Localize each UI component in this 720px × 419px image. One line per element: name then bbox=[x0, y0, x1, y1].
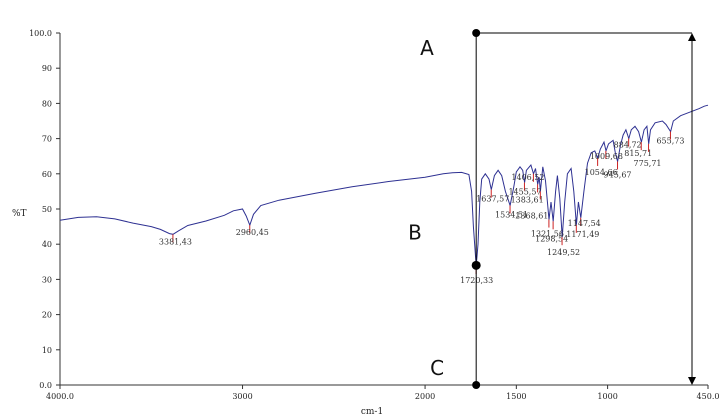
x-tick-label: 1000 bbox=[597, 392, 617, 401]
x-tick-label: 1500 bbox=[506, 392, 526, 401]
peak-label: 1368,61 bbox=[515, 211, 548, 220]
y-tick-label: 20 bbox=[42, 311, 52, 320]
annotation-a: A bbox=[420, 36, 434, 60]
y-tick-label: 60 bbox=[42, 170, 52, 179]
peak-label: 1009,68 bbox=[590, 152, 623, 161]
peak-label: 2960,45 bbox=[236, 228, 269, 237]
y-tick-label: 40 bbox=[42, 240, 52, 249]
peak-label: 1455,57 bbox=[508, 188, 541, 197]
peak-labels: 3381,432960,451720,331637,571534,511455,… bbox=[159, 131, 684, 285]
peak-label: 1406,52 bbox=[511, 173, 544, 182]
peak-label: 1383,61 bbox=[511, 195, 544, 204]
plot-frame bbox=[59, 33, 708, 386]
peak-label: 1171,49 bbox=[566, 230, 599, 239]
annotation-overlay: A B C bbox=[408, 29, 696, 389]
series-layer bbox=[59, 104, 709, 267]
peak-label: 1147,54 bbox=[568, 219, 601, 228]
peak-label: 3381,43 bbox=[159, 237, 192, 246]
peak-label: 945,67 bbox=[604, 170, 632, 179]
point-c-dot bbox=[472, 381, 481, 389]
x-tick-label: 3000 bbox=[232, 392, 252, 401]
range-arrow-head-bottom bbox=[688, 377, 696, 385]
y-tick-label: 30 bbox=[42, 275, 52, 284]
y-tick-label: 100.0 bbox=[29, 29, 52, 38]
y-tick-label: 0.0 bbox=[39, 381, 52, 390]
peak-label: 1054,66 bbox=[585, 168, 618, 177]
peak-label: 655,73 bbox=[656, 137, 684, 146]
range-arrow-head-top bbox=[688, 33, 696, 41]
peak-label: 1298,54 bbox=[535, 234, 568, 243]
peak-label: 1637,57 bbox=[476, 195, 509, 204]
x-axis-ticks: 4000.0 3000 2000 1500 1000 450.0 bbox=[46, 385, 719, 401]
peak-label: 1249,52 bbox=[547, 248, 580, 257]
y-tick-label: 90 bbox=[42, 64, 52, 73]
spectrum-line bbox=[59, 104, 709, 267]
x-tick-label: 2000 bbox=[415, 392, 435, 401]
y-axis-title: %T bbox=[12, 209, 27, 219]
x-tick-label: 450.0 bbox=[697, 392, 720, 401]
y-axis-ticks: 0.0 10 20 30 40 50 60 70 80 90 100.0 bbox=[29, 29, 60, 390]
annotation-c: C bbox=[430, 356, 444, 380]
point-a-dot bbox=[472, 29, 481, 37]
peak-label: 775,71 bbox=[634, 159, 662, 168]
x-axis-title: cm-1 bbox=[361, 407, 383, 417]
peak-label: 1321,56 bbox=[531, 230, 564, 239]
y-tick-label: 70 bbox=[42, 135, 52, 144]
y-tick-label: 50 bbox=[42, 205, 52, 214]
y-tick-label: 10 bbox=[42, 346, 52, 355]
annotation-b: B bbox=[408, 220, 422, 244]
x-tick-label: 4000.0 bbox=[46, 392, 74, 401]
y-tick-label: 80 bbox=[42, 99, 52, 108]
point-b-dot bbox=[471, 260, 481, 270]
peak-label: 884,72 bbox=[614, 141, 642, 150]
peak-label: 1534,51 bbox=[495, 210, 528, 219]
peak-label: 815,71 bbox=[624, 149, 652, 158]
